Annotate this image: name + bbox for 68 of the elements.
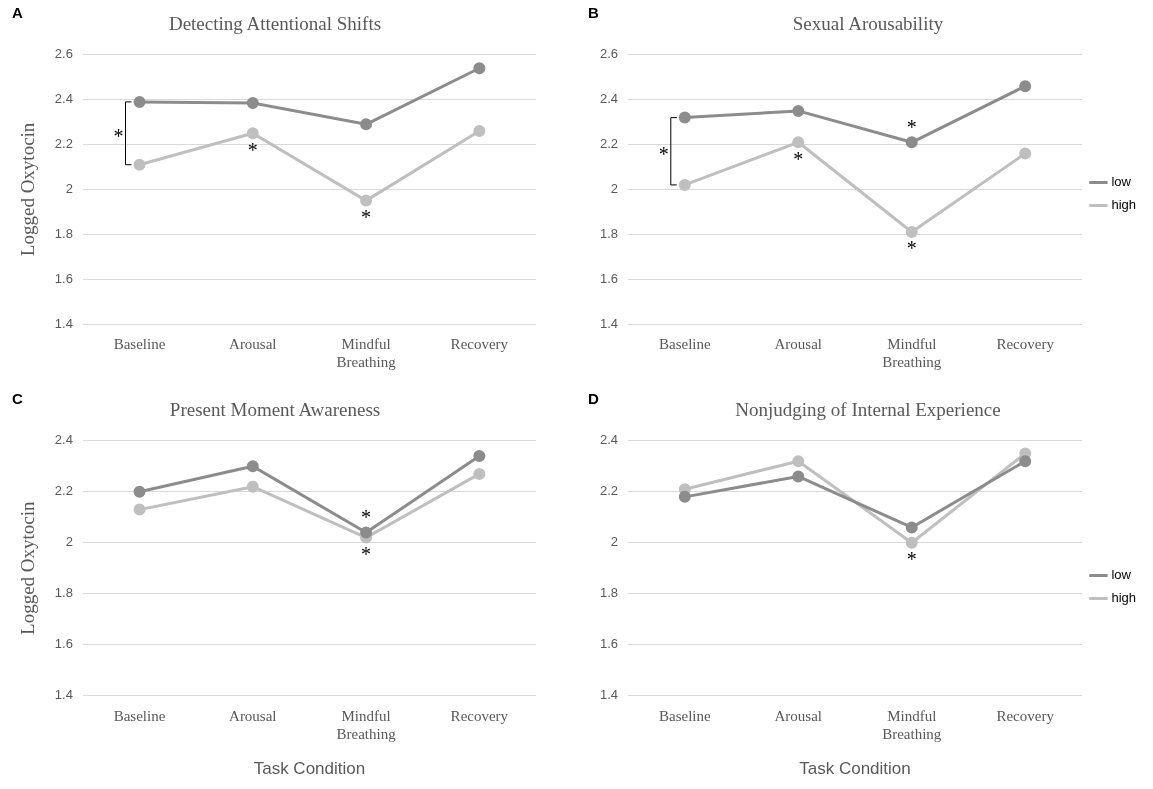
x-axis-title: Task Condition xyxy=(253,759,366,779)
y-tick-label: 1.4 xyxy=(54,315,73,331)
x-tick-label: Arousal xyxy=(229,707,277,724)
annotation: * xyxy=(658,142,669,165)
x-tick-label: Recovery xyxy=(450,707,509,724)
annotation: * xyxy=(793,147,804,170)
y-tick-label: 1.8 xyxy=(599,585,619,601)
y-tick-label: 2.2 xyxy=(54,136,73,152)
y-tick-label: 1.6 xyxy=(54,270,73,286)
annotation: * xyxy=(906,237,917,260)
annotation: * xyxy=(361,505,372,528)
legend-label: low xyxy=(1111,174,1132,190)
x-tick-label: Mindful Breathing xyxy=(882,707,942,742)
annotation: * xyxy=(361,542,372,565)
x-tick-label: Recovery xyxy=(996,707,1055,724)
y-tick-label: 2 xyxy=(65,534,73,550)
x-tick-label: Recovery xyxy=(996,335,1055,352)
x-tick-label: Baseline xyxy=(113,335,166,352)
x-tick-label: Arousal xyxy=(229,335,277,352)
chart-title: Detecting Attentional Shifts xyxy=(168,13,382,35)
x-tick-label: Baseline xyxy=(658,335,711,352)
y-tick-label: 2.6 xyxy=(54,46,73,62)
text: B xyxy=(588,3,599,21)
y-tick-label: 1.8 xyxy=(599,225,619,241)
annotation: * xyxy=(361,205,372,228)
y-tick-label: 1.4 xyxy=(599,687,619,703)
annotation: * xyxy=(113,124,124,147)
y-tick-label: 2.6 xyxy=(599,46,619,62)
x-tick-label: Baseline xyxy=(113,707,166,724)
y-tick-label: 2.2 xyxy=(54,483,73,499)
y-tick-label: 2 xyxy=(65,180,73,196)
y-tick-label: 1.8 xyxy=(54,585,73,601)
y-tick-label: 2.2 xyxy=(599,483,619,499)
x-tick-label: Arousal xyxy=(774,335,823,352)
legend-label: low xyxy=(1111,567,1132,583)
y-axis-title: Logged Oxytocin xyxy=(17,500,39,635)
chart-title: Present Moment Awareness xyxy=(169,399,381,421)
y-tick-label: 1.6 xyxy=(599,636,619,652)
y-tick-label: 2 xyxy=(610,534,619,550)
annotation: * xyxy=(906,115,917,138)
x-tick-label: Baseline xyxy=(658,707,711,724)
legend-label: high xyxy=(1111,197,1136,213)
legend-label: high xyxy=(1111,590,1136,606)
text: C xyxy=(12,389,23,407)
y-tick-label: 1.6 xyxy=(54,636,73,652)
text: D xyxy=(588,389,599,407)
y-tick-label: 2 xyxy=(610,180,619,196)
y-tick-label: 1.4 xyxy=(54,687,73,703)
y-axis-title: Logged Oxytocin xyxy=(17,122,39,257)
x-tick-label: Arousal xyxy=(774,707,823,724)
y-tick-label: 1.4 xyxy=(599,315,619,331)
x-tick-label: Mindful Breathing xyxy=(336,335,397,370)
y-tick-label: 2.4 xyxy=(54,91,73,107)
x-axis-title: Task Condition xyxy=(799,759,911,779)
y-tick-label: 1.8 xyxy=(54,225,73,241)
annotation: * xyxy=(906,547,917,570)
x-tick-label: Mindful Breathing xyxy=(882,335,942,370)
text: A xyxy=(12,3,23,21)
y-tick-label: 1.6 xyxy=(599,270,619,286)
y-tick-label: 2.4 xyxy=(599,91,619,107)
y-tick-label: 2.4 xyxy=(599,432,619,448)
annotation: * xyxy=(247,138,258,161)
x-tick-label: Mindful Breathing xyxy=(336,707,397,742)
chart-title: Sexual Arousability xyxy=(792,13,944,35)
y-tick-label: 2.2 xyxy=(599,136,619,152)
y-tick-label: 2.4 xyxy=(54,432,73,448)
chart-title: Nonjudging of Internal Experience xyxy=(735,399,1001,421)
x-tick-label: Recovery xyxy=(450,335,509,352)
